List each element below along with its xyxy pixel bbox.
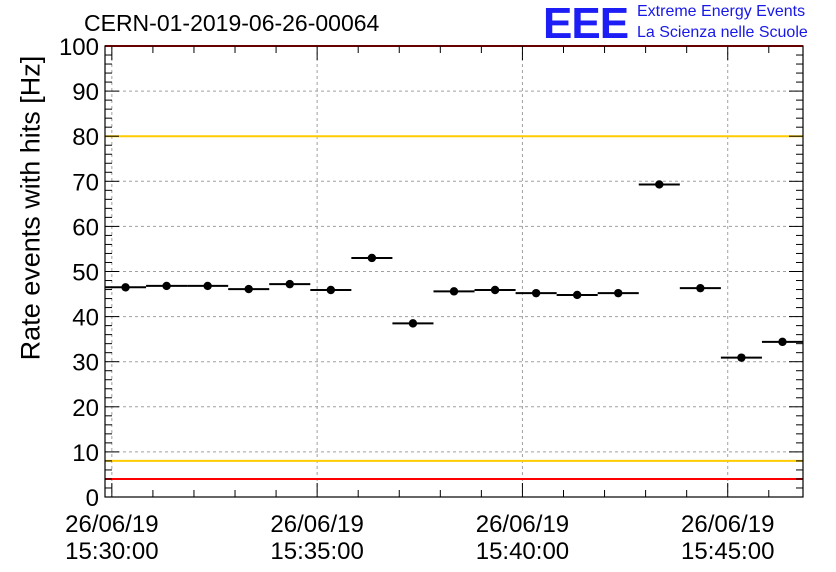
y-tick-label: 90 <box>72 79 99 106</box>
data-point <box>490 285 500 295</box>
logo-subtitle-line1: Extreme Energy Events <box>637 3 806 20</box>
x-tick-date-label: 26/06/19 <box>270 511 363 538</box>
y-tick-label: 0 <box>86 485 99 512</box>
y-tick-label: 30 <box>72 350 99 377</box>
x-tick-date-label: 26/06/19 <box>681 511 774 538</box>
logo-subtitle-line2: La Scienza nelle Scuole <box>637 24 808 41</box>
data-points <box>105 180 803 362</box>
y-tick-label: 20 <box>72 395 99 422</box>
data-point <box>614 288 623 298</box>
data-point <box>449 287 459 296</box>
y-tick-label: 70 <box>72 169 99 196</box>
data-point <box>162 281 171 291</box>
y-tick-label: 80 <box>72 124 99 151</box>
x-tick-date-label: 26/06/19 <box>476 511 569 538</box>
data-point <box>531 288 541 298</box>
axis-ticks <box>105 45 803 498</box>
data-point <box>778 337 787 347</box>
x-tick-date-label: 26/06/19 <box>65 511 158 538</box>
data-point <box>326 285 336 295</box>
data-point <box>408 319 418 328</box>
data-point <box>696 283 705 293</box>
y-tick-label: 50 <box>72 260 99 287</box>
data-point <box>203 281 212 291</box>
x-tick-time-label: 15:30:00 <box>65 538 158 565</box>
data-point <box>244 284 253 294</box>
y-tick-label: 100 <box>59 34 99 61</box>
chart-title: CERN-01-2019-06-26-00064 <box>84 10 380 36</box>
y-tick-label: 60 <box>72 214 99 241</box>
eee-logo: EEE <box>543 0 629 48</box>
x-tick-time-label: 15:40:00 <box>476 538 569 565</box>
data-point <box>121 283 130 292</box>
tick-labels: 010203040506070809010026/06/1915:30:0026… <box>59 34 774 565</box>
x-tick-time-label: 15:45:00 <box>681 538 774 565</box>
y-tick-label: 40 <box>72 305 99 332</box>
grid <box>105 46 803 497</box>
data-point <box>285 279 294 289</box>
reference-lines <box>105 45 803 480</box>
y-tick-label: 10 <box>72 440 99 467</box>
data-point <box>655 180 664 189</box>
x-tick-time-label: 15:35:00 <box>270 538 363 565</box>
data-point <box>737 353 746 362</box>
data-point <box>572 290 582 300</box>
data-point <box>367 253 377 263</box>
